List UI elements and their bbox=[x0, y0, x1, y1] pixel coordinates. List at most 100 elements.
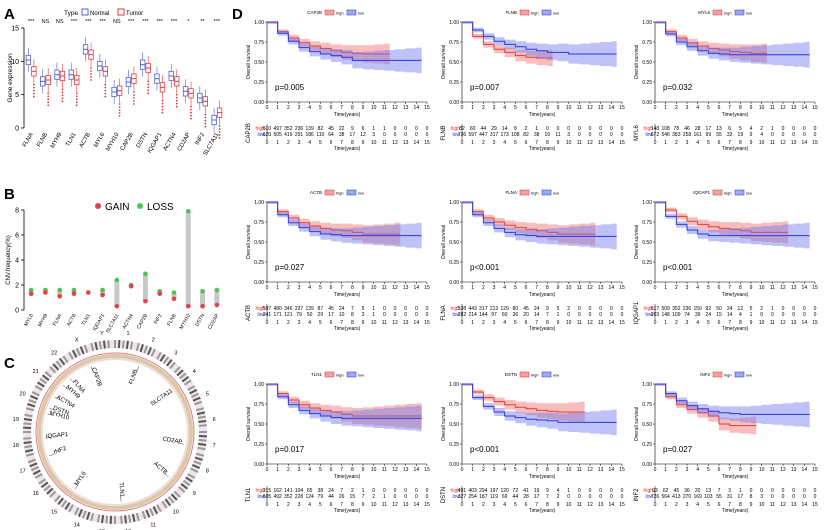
outlier-point bbox=[161, 111, 164, 114]
outlier-point bbox=[204, 125, 207, 128]
km-x-tick-label: 13 bbox=[403, 285, 409, 291]
km-x-tick-label: 11 bbox=[770, 467, 775, 473]
km-confidence-high bbox=[655, 22, 767, 63]
risk-count-low: 726 bbox=[651, 494, 660, 500]
outlier-point bbox=[32, 95, 35, 98]
km-y-tick-label: 0.75 bbox=[449, 40, 459, 46]
km-x-tick-label: 4 bbox=[696, 467, 699, 473]
chromosome-band bbox=[24, 445, 33, 449]
risk-count-low: 110 bbox=[316, 132, 324, 138]
significance-label: NS bbox=[113, 19, 121, 25]
chromosome-band bbox=[23, 418, 32, 422]
outlier-point bbox=[47, 95, 50, 98]
km-x-tick-label: 2 bbox=[482, 285, 485, 291]
chromosome-band bbox=[75, 347, 81, 357]
risk-count-high: 62 bbox=[663, 488, 669, 494]
risk-label-low: low bbox=[645, 494, 653, 500]
km-x-tick-label: 8 bbox=[351, 285, 354, 291]
risk-count-low: 0 bbox=[803, 132, 806, 138]
risk-count-low: 0 bbox=[771, 132, 774, 138]
panel-label-b: B bbox=[4, 186, 15, 203]
risk-count-high: 1 bbox=[771, 126, 774, 132]
risk-x-tick-label: 5 bbox=[707, 140, 710, 146]
risk-label-high: high bbox=[256, 306, 266, 312]
chromosome-band bbox=[34, 473, 43, 479]
x-tick-label-a: CAP2B bbox=[120, 132, 135, 152]
chromosome-band bbox=[156, 351, 162, 360]
risk-count-low: 2 bbox=[372, 494, 375, 500]
risk-count-low: 327 bbox=[458, 494, 467, 500]
risk-count-low: 0 bbox=[782, 494, 785, 500]
risk-count-high: 0 bbox=[426, 488, 429, 494]
risk-count-low: 736 bbox=[458, 132, 467, 138]
km-x-tick-label: 15 bbox=[424, 467, 430, 473]
km-x-tick-label: 6 bbox=[718, 105, 721, 111]
km-x-tick-label: 6 bbox=[330, 285, 333, 291]
risk-x-tick-label: 4 bbox=[503, 140, 506, 146]
legend-label-low: low bbox=[746, 191, 752, 196]
risk-label-low: low bbox=[645, 132, 653, 138]
legend-swatch-high bbox=[324, 9, 335, 16]
legend-label-low: low bbox=[553, 191, 559, 196]
risk-count-low: 97 bbox=[491, 312, 497, 318]
risk-count-high: 2 bbox=[525, 126, 528, 132]
risk-count-low: 17 bbox=[534, 494, 540, 500]
risk-x-tick-label: 0 bbox=[654, 320, 657, 326]
legend-swatch-low bbox=[541, 371, 552, 378]
chromosome-label: 2 bbox=[152, 338, 155, 344]
risk-table-gene: FLNB bbox=[441, 125, 447, 140]
chromosome-band bbox=[49, 490, 57, 498]
km-x-tick-label: 8 bbox=[546, 105, 549, 111]
risk-count-low: 26 bbox=[339, 494, 345, 500]
risk-count-low: 258 bbox=[683, 132, 692, 138]
risk-x-tick-label: 3 bbox=[686, 320, 689, 326]
risk-count-low: 55 bbox=[716, 132, 722, 138]
chromosome-band bbox=[198, 438, 207, 442]
risk-count-high: 8 bbox=[514, 126, 517, 132]
risk-count-low: 0 bbox=[426, 312, 429, 318]
chromosome-label: Y bbox=[100, 331, 104, 337]
km-x-tick-label: 7 bbox=[340, 105, 343, 111]
chromosome-band bbox=[120, 515, 123, 524]
km-curve-high bbox=[655, 383, 757, 427]
risk-count-high: 65 bbox=[307, 488, 313, 494]
risk-count-low: 228 bbox=[295, 494, 304, 500]
risk-count-low: 161 bbox=[693, 132, 702, 138]
risk-count-low: 0 bbox=[610, 312, 613, 318]
risk-count-low: 505 bbox=[273, 132, 282, 138]
chromosome-band bbox=[190, 467, 199, 473]
km-x-tick-label: 12 bbox=[780, 285, 786, 291]
outlier-point bbox=[218, 128, 221, 130]
risk-count-high: 5 bbox=[739, 126, 742, 132]
x-tick-label-b: ACTB bbox=[66, 312, 78, 327]
km-x-tick-label: 2 bbox=[287, 105, 290, 111]
significance-label: *** bbox=[71, 19, 78, 25]
km-pvalue: p=0.007 bbox=[470, 83, 500, 92]
km-x-axis-title: Time(years) bbox=[334, 292, 361, 298]
risk-count-high: 50 bbox=[716, 306, 722, 312]
risk-count-high: 60 bbox=[470, 126, 476, 132]
km-x-axis-title: Time(years) bbox=[529, 292, 556, 298]
risk-x-tick-label: 4 bbox=[503, 320, 506, 326]
chromosome-band bbox=[125, 340, 129, 349]
legend-swatch-low bbox=[541, 189, 552, 196]
km-y-tick-label: 0.75 bbox=[254, 402, 264, 408]
risk-x-tick-label: 1 bbox=[276, 502, 279, 508]
km-x-tick-label: 7 bbox=[535, 105, 538, 111]
outlier-point bbox=[61, 88, 64, 91]
outlier-point bbox=[104, 95, 107, 98]
km-y-axis-title: Overall survival bbox=[246, 225, 252, 259]
outlier-point bbox=[175, 99, 178, 102]
km-x-tick-label: 8 bbox=[739, 467, 742, 473]
inner-circle-pink bbox=[41, 358, 189, 506]
km-x-tick-label: 2 bbox=[675, 467, 678, 473]
risk-count-high: 352 bbox=[672, 306, 681, 312]
chromosome-band bbox=[34, 385, 43, 391]
risk-count-low: 317 bbox=[490, 132, 499, 138]
risk-x-tick-label: 5 bbox=[707, 320, 710, 326]
km-x-tick-label: 1 bbox=[471, 105, 474, 111]
risk-count-low: 7 bbox=[546, 494, 549, 500]
km-x-tick-label: 1 bbox=[664, 285, 667, 291]
